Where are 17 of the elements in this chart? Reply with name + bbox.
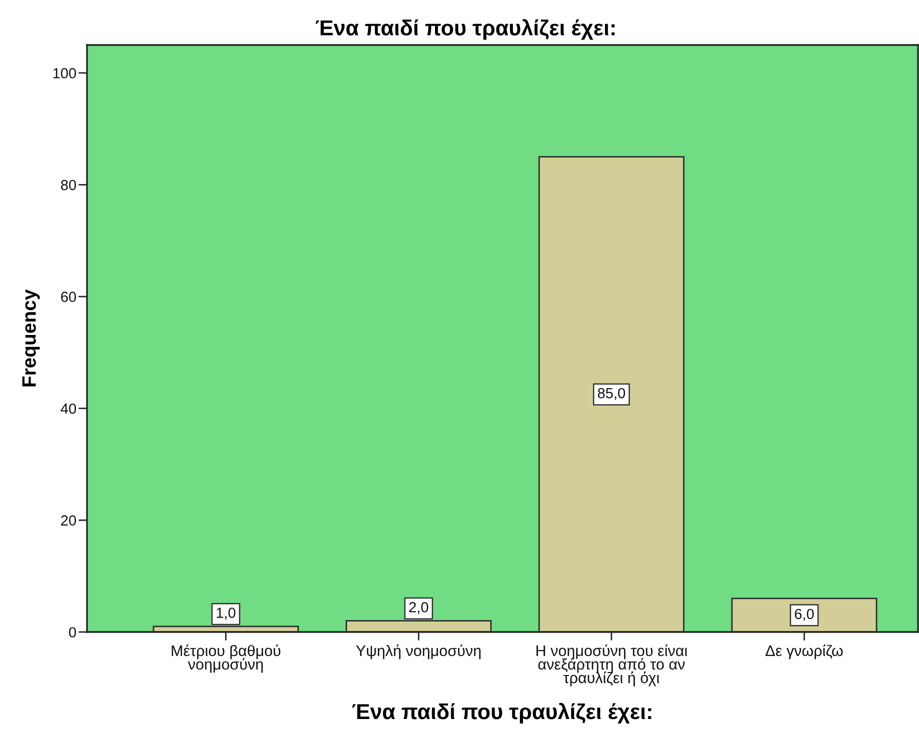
y-tick-label: 100 — [53, 68, 76, 78]
y-tick-label: 0 — [69, 627, 76, 638]
x-tick-label: Υψηλή νοημοσύνη — [356, 644, 481, 660]
x-tick-label: Δε γνωρίζω — [766, 644, 843, 660]
data-label: 1,0 — [216, 608, 236, 620]
data-label: 85,0 — [598, 388, 626, 400]
x-tick-label: Η νοημοσύνη του είναι ανεξάρτητη από το αν τραυλίζει ή όχι — [536, 644, 688, 686]
y-tick-label: 40 — [60, 403, 76, 414]
x-tick-label: Μέτριου βαθμού νοημοσύνη — [172, 644, 280, 673]
y-tick-label: 20 — [61, 515, 76, 526]
y-axis-title: Frequency — [22, 289, 40, 386]
x-axis-title: Ένα παιδί που τραυλίζει έχει: — [352, 702, 652, 724]
data-label: 6,0 — [794, 608, 814, 621]
y-tick-label: 80 — [60, 180, 76, 190]
y-tick-label: 60 — [61, 292, 76, 302]
chart-title: Ένα παιδί που τραυλίζει έχει: — [316, 19, 615, 40]
data-label: 2,0 — [409, 602, 428, 614]
